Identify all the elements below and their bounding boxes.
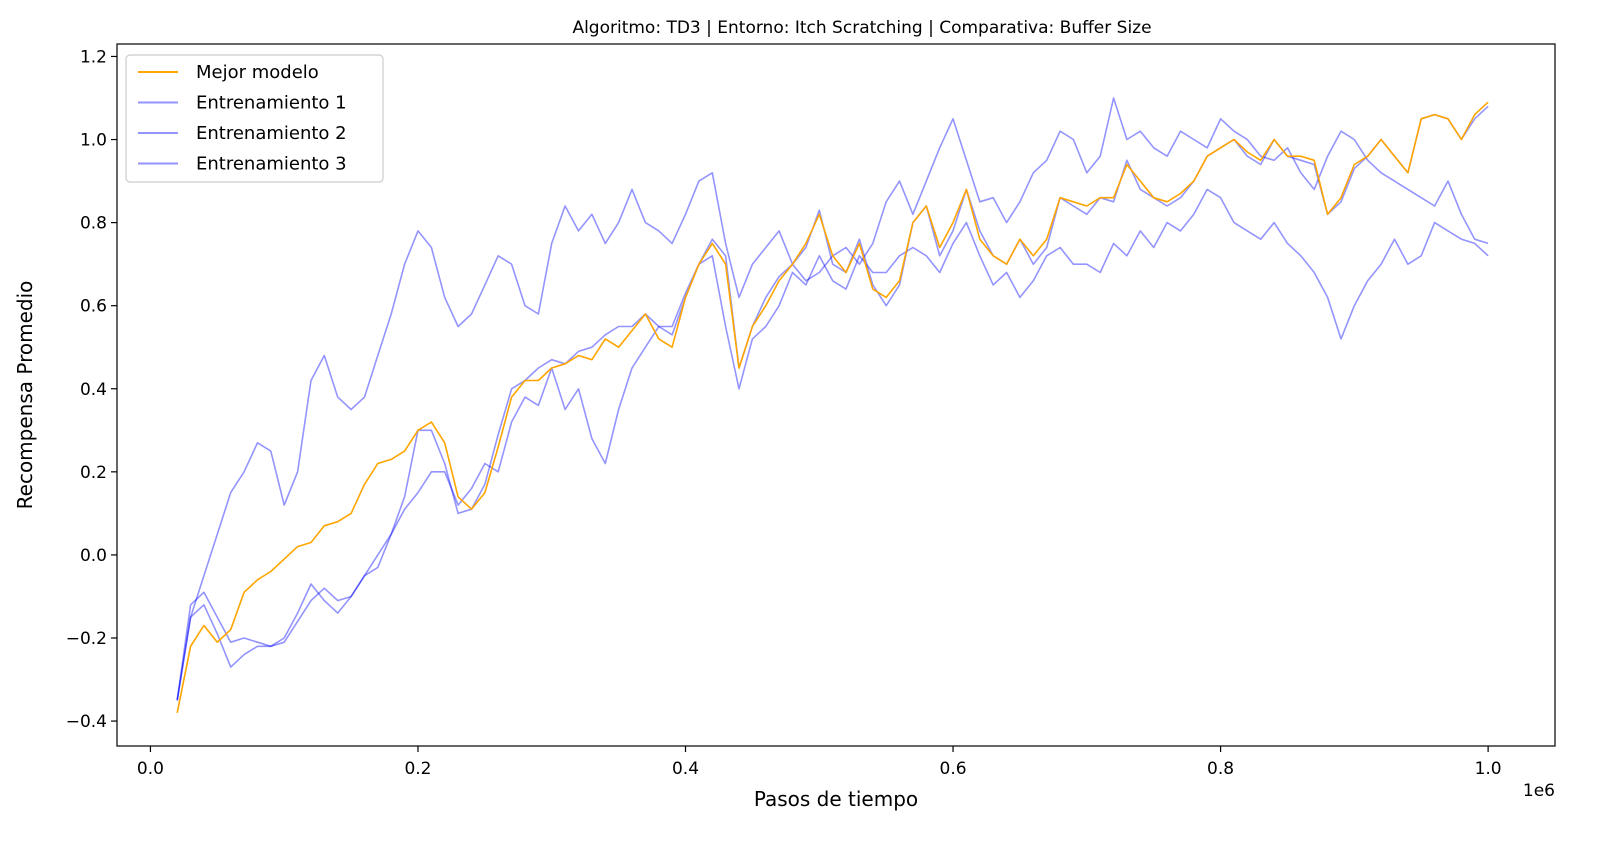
y-tick-label: 1.2 <box>80 47 107 67</box>
plot-area <box>116 43 1556 747</box>
series-layer <box>176 97 1489 713</box>
legend-box <box>125 54 384 183</box>
y-tick-label: 0.2 <box>80 463 107 483</box>
x-axis: 0.0 0.2 0.4 0.6 0.8 1.0 <box>137 746 1502 779</box>
series-line-4 <box>176 101 1489 713</box>
x-axis-label: Pasos de tiempo <box>754 787 918 811</box>
y-axis-label: Recompensa Promedio <box>13 281 37 510</box>
legend-label: Entrenamiento 2 <box>196 123 347 144</box>
y-tick-label: −0.4 <box>66 712 107 732</box>
x-tick-label: 0.4 <box>672 759 699 779</box>
legend: Mejor modelo Entrenamiento 1 Entrenamiento… <box>125 54 384 183</box>
x-tick-label: 1.0 <box>1475 759 1502 779</box>
x-tick-label: 0.2 <box>404 759 431 779</box>
y-axis: −0.4 −0.2 0.0 0.2 0.4 0.6 0.8 1.0 1.2 <box>66 47 117 732</box>
y-tick-label: −0.2 <box>66 629 107 649</box>
legend-label: Entrenamiento 1 <box>196 93 347 114</box>
chart-title: Algoritmo: TD3 | Entorno: Itch Scratchin… <box>572 18 1151 38</box>
legend-label: Mejor modelo <box>196 62 319 83</box>
x-tick-label: 0.0 <box>137 759 164 779</box>
series-line-2 <box>176 188 1489 701</box>
y-tick-label: 0.8 <box>80 214 107 234</box>
x-tick-label: 0.6 <box>940 759 967 779</box>
y-tick-label: 0.6 <box>80 297 107 317</box>
y-tick-label: 1.0 <box>80 131 107 151</box>
plot-frame <box>116 43 1556 747</box>
x-tick-label: 0.8 <box>1207 759 1234 779</box>
legend-label: Entrenamiento 3 <box>196 154 347 175</box>
y-tick-label: 0.0 <box>80 546 107 566</box>
x-axis-offset-label: 1e6 <box>1523 781 1555 801</box>
y-tick-label: 0.4 <box>80 380 107 400</box>
